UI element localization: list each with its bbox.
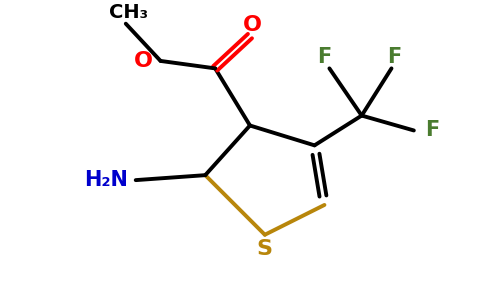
Text: S: S — [257, 239, 273, 259]
Text: F: F — [318, 47, 332, 68]
Text: CH₃: CH₃ — [109, 3, 148, 22]
Text: F: F — [387, 47, 401, 68]
Text: O: O — [134, 51, 153, 71]
Text: O: O — [243, 15, 262, 35]
Text: F: F — [425, 121, 439, 140]
Text: H₂N: H₂N — [84, 170, 128, 190]
